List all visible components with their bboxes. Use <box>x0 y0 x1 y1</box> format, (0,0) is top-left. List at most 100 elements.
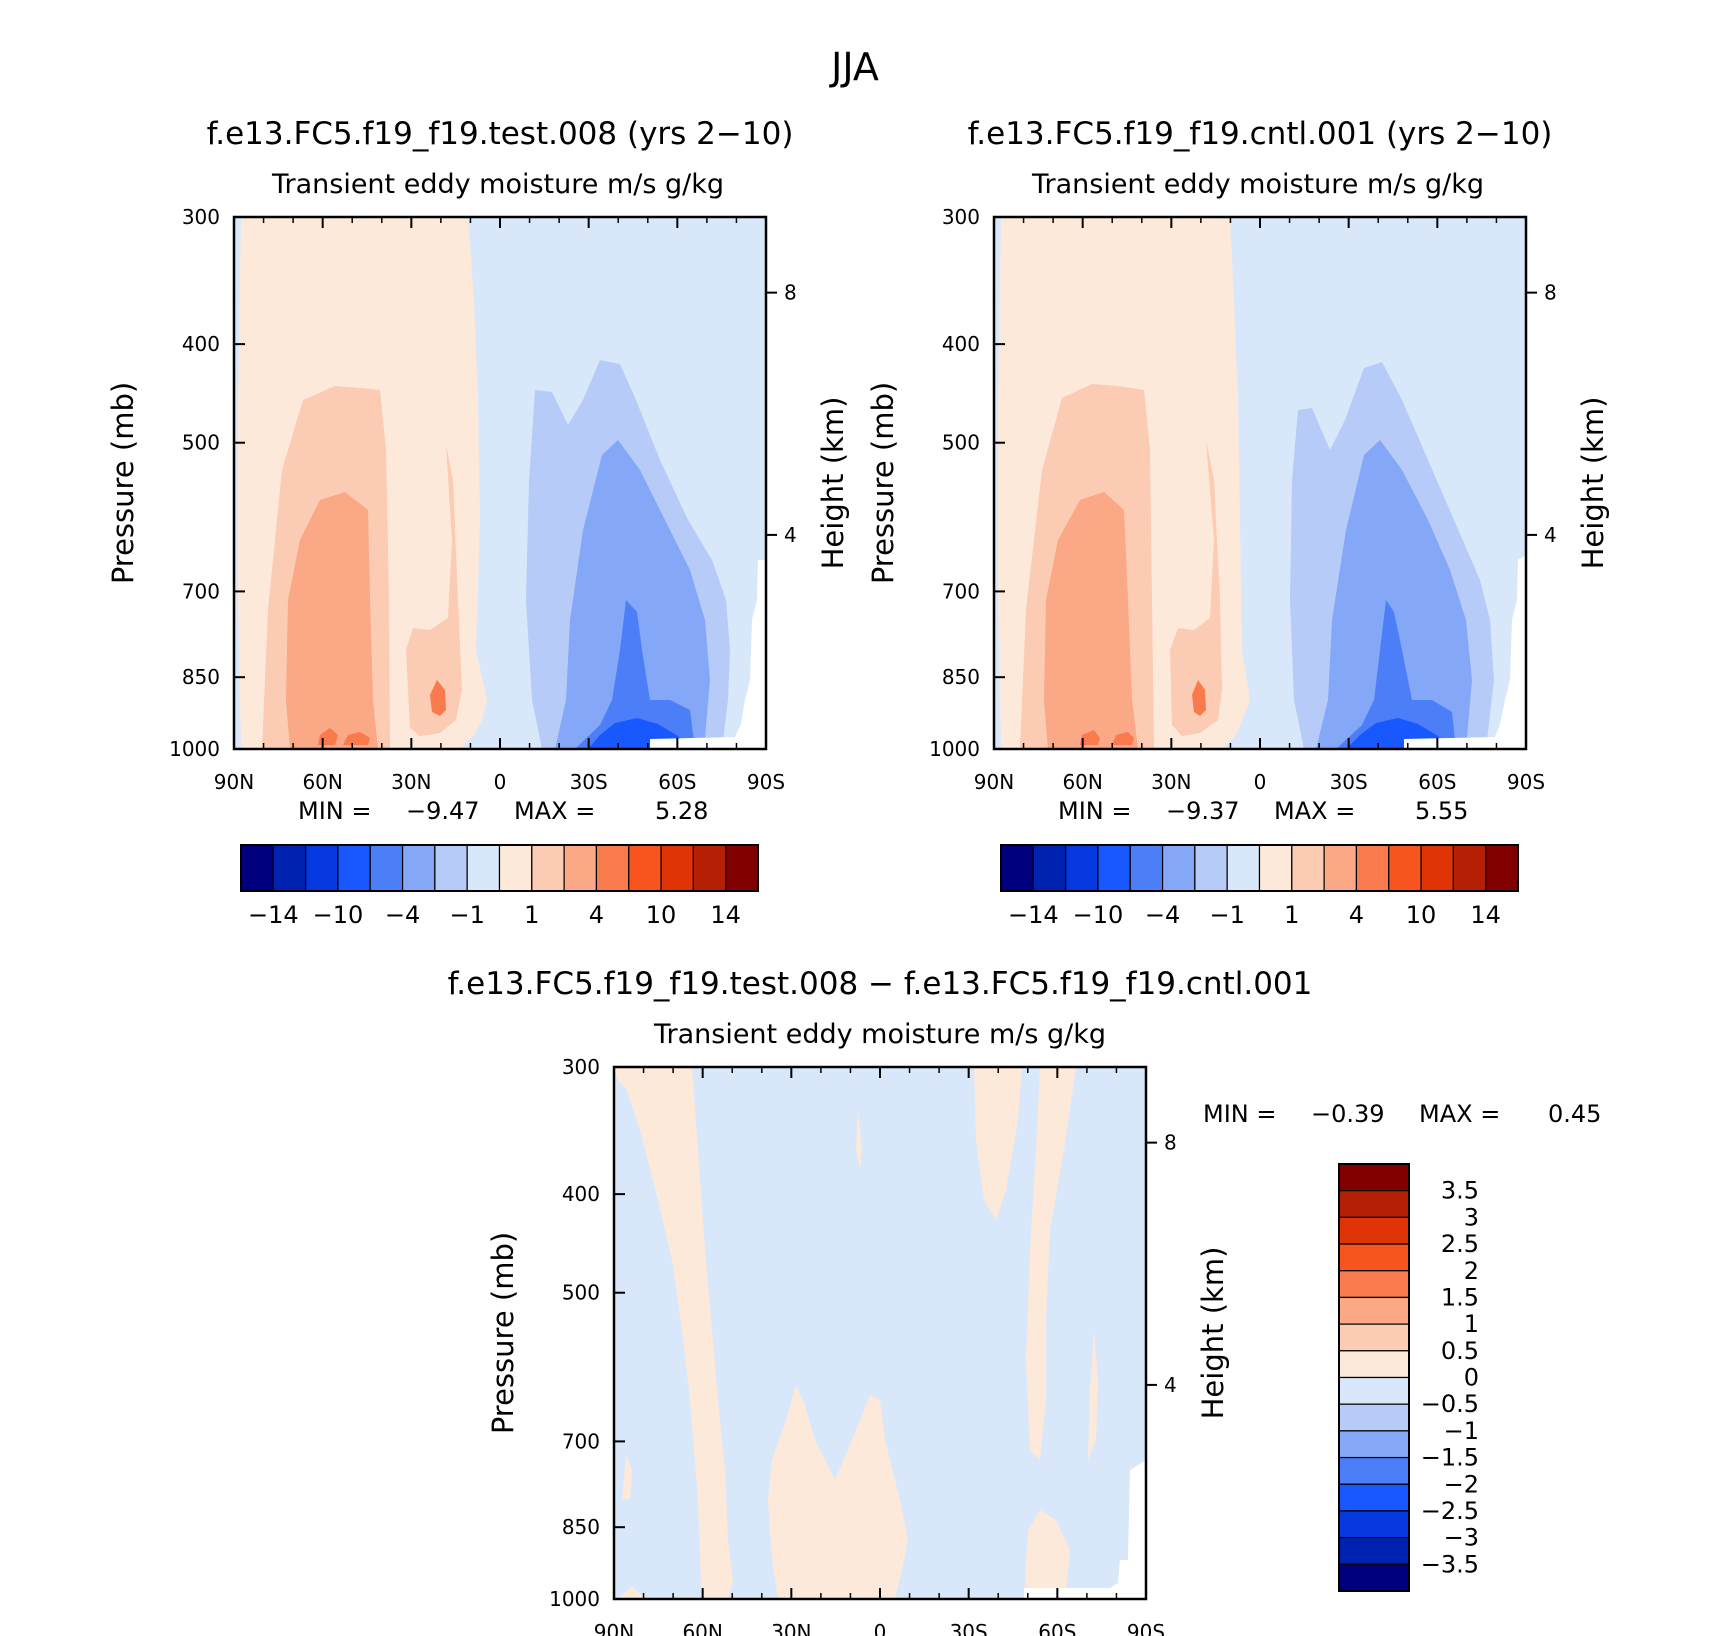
colorbar-label: −3.5 <box>1421 1550 1479 1578</box>
colorbar-label: −2 <box>1444 1470 1479 1498</box>
y-tick-label: 300 <box>562 1055 600 1079</box>
x-tick-label: 60N <box>302 770 342 794</box>
colorbar-label: −4 <box>385 901 420 929</box>
y-tick-label: 300 <box>942 205 980 229</box>
colorbar-box <box>272 844 307 892</box>
colorbar-box <box>1097 844 1131 892</box>
colorbar-box <box>1485 844 1519 892</box>
colorbar-label: 14 <box>710 901 741 929</box>
x-tick-label: 30N <box>391 770 431 794</box>
min-label: MIN = <box>1203 1100 1276 1128</box>
colorbar-label: −1 <box>449 901 484 929</box>
colorbar-label: 1 <box>1464 1310 1479 1338</box>
min-value: −9.47 <box>406 797 480 825</box>
colorbar-label: 1 <box>524 901 539 929</box>
colorbar-box <box>660 844 694 892</box>
colorbar-box <box>725 844 759 892</box>
colorbar-label: 1 <box>1284 901 1299 929</box>
max-label: MAX = <box>1274 797 1355 825</box>
contour-level-pos3 <box>430 680 446 716</box>
colorbar-box <box>595 844 630 892</box>
colorbar-box <box>434 844 468 892</box>
colorbar-label: 0.5 <box>1441 1337 1479 1365</box>
colorbar-box <box>369 844 404 892</box>
colorbar-box <box>563 844 598 892</box>
colorbar-label: −1 <box>1209 901 1244 929</box>
x-tick-label: 30N <box>1151 770 1191 794</box>
panel-title: f.e13.FC5.f19_f19.test.008 (yrs 2−10) <box>207 116 794 152</box>
colorbar: −14 −10 −4 −1 1 4 10 14 <box>1000 844 1519 929</box>
y2-axis-label: Height (km) <box>1196 1247 1230 1420</box>
colorbar-label: −2.5 <box>1421 1497 1479 1525</box>
colorbar-label: 0 <box>1464 1364 1479 1392</box>
contour-level-pos0 <box>614 1067 733 1599</box>
x-tick-label: 90N <box>214 770 254 794</box>
contour-level-pos0 <box>618 1586 645 1599</box>
colorbar-box <box>1338 1190 1410 1218</box>
contour-level-pos3 <box>1192 680 1206 716</box>
colorbar-label: 1.5 <box>1441 1283 1479 1311</box>
y-tick-label: 500 <box>562 1281 600 1305</box>
x-tick-label: 60N <box>682 1620 722 1636</box>
y-tick-label: 500 <box>182 431 220 455</box>
colorbar-box <box>401 844 436 892</box>
x-tick-label: 90N <box>974 770 1014 794</box>
contour-level-pos0 <box>856 1110 862 1170</box>
y-tick-label: 700 <box>562 1429 600 1453</box>
max-label: MAX = <box>1419 1100 1500 1128</box>
panel-test: f.e13.FC5.f19_f19.test.008 (yrs 2−10) Tr… <box>106 116 850 929</box>
panel-title: f.e13.FC5.f19_f19.test.008 − f.e13.FC5.f… <box>448 966 1313 1002</box>
colorbar-label: 10 <box>646 901 677 929</box>
colorbar-label: −10 <box>313 901 364 929</box>
colorbar-box <box>692 844 727 892</box>
contour-field <box>994 217 1526 749</box>
colorbar-box <box>1338 1483 1410 1512</box>
colorbar-box <box>1338 1216 1410 1245</box>
colorbar-box <box>1338 1243 1410 1272</box>
y-tick-label: 1000 <box>169 737 220 761</box>
contour-field <box>234 217 766 749</box>
x-tick-label: 0 <box>494 770 507 794</box>
x-tick-label: 30S <box>950 1620 988 1636</box>
contour-level-pos2 <box>286 492 378 749</box>
contour-level-pos3 <box>1080 730 1100 745</box>
colorbar-box <box>1338 1430 1410 1459</box>
colorbar-box <box>1338 1376 1410 1405</box>
y-axis-label: Pressure (mb) <box>486 1232 520 1434</box>
colorbar: 3.532.521.510.50−0.5−1−1.5−2−2.5−3−3.5 <box>1338 1163 1479 1592</box>
figure-title: JJA <box>829 45 879 89</box>
contour-level-pos0 <box>1024 1510 1070 1599</box>
x-tick-label: 60S <box>1038 1620 1076 1636</box>
colorbar-label: 4 <box>589 901 604 929</box>
contour-level-pos1 <box>1170 440 1222 736</box>
y-tick-label: 500 <box>942 431 980 455</box>
colorbar-label: 2 <box>1464 1257 1479 1285</box>
colorbar-box <box>1226 844 1261 892</box>
y2-axis-label: Height (km) <box>1576 397 1610 570</box>
colorbar-box <box>498 844 533 892</box>
y2-tick-label: 8 <box>1544 281 1557 305</box>
colorbar-box <box>1258 844 1293 892</box>
colorbar-box <box>1338 1510 1410 1539</box>
contour-missing <box>650 560 766 749</box>
colorbar-box <box>337 844 371 892</box>
contour-level-pos0 <box>974 1067 1022 1220</box>
colorbar-label: 14 <box>1470 901 1501 929</box>
colorbar-box <box>1338 1350 1410 1379</box>
colorbar-label: −0.5 <box>1421 1390 1479 1418</box>
colorbar-frame <box>1338 1163 1410 1592</box>
y2-tick-label: 4 <box>784 523 797 547</box>
contour-level-pos2 <box>1044 492 1138 749</box>
axes-frame: 300 400 500 700 850 1000 8 4 90N 60N 30N 0 30S 60S 90S <box>169 205 797 794</box>
contour-level-neg3 <box>1336 600 1456 749</box>
y-ticks-left: 300 400 500 700 850 1000 8 4 90N 60N 30N 0 30S 60S 90S <box>929 205 1557 794</box>
colorbar-box <box>1338 1456 1410 1485</box>
colorbar-frame <box>240 844 759 892</box>
colorbar-box <box>1338 1163 1410 1192</box>
x-tick-label: 60S <box>658 770 696 794</box>
y-tick-label: 700 <box>182 579 220 603</box>
colorbar-box <box>1338 1563 1410 1592</box>
colorbar-box <box>1338 1537 1410 1565</box>
colorbar-label: 3.5 <box>1441 1177 1479 1205</box>
y-tick-label: 1000 <box>549 1587 600 1611</box>
